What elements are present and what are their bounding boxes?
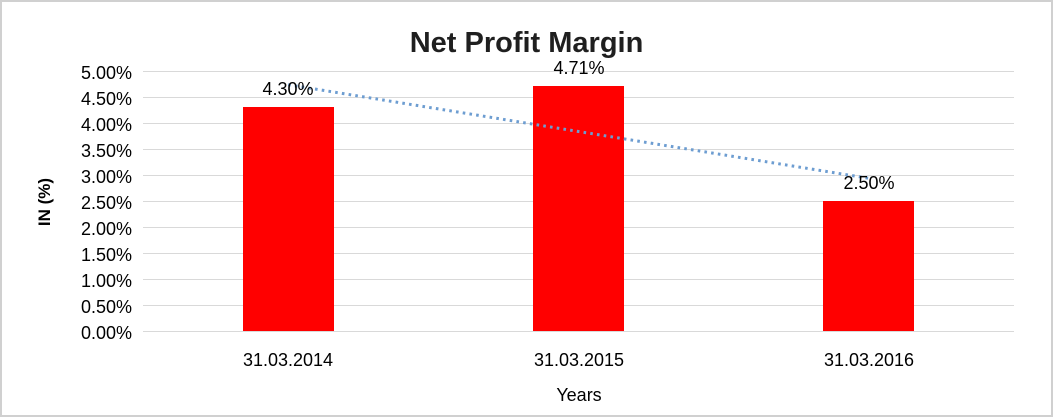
bar xyxy=(533,86,624,331)
x-axis-title: Years xyxy=(556,385,602,405)
bar xyxy=(243,107,334,331)
y-tick-label: 2.50% xyxy=(80,193,132,213)
plot-area: 4.30% 4.71% 2.50% xyxy=(143,58,1014,332)
trendline xyxy=(287,83,870,180)
bar-value-label: 4.30% xyxy=(262,79,314,99)
gridline xyxy=(143,331,1014,332)
y-tick-label: 2.00% xyxy=(80,219,132,239)
y-tick-label: 5.00% xyxy=(80,63,132,83)
y-tick-label: 0.00% xyxy=(80,323,132,343)
bar xyxy=(823,201,914,331)
x-tick-label: 31.03.2014 xyxy=(242,350,334,370)
x-tick-label: 31.03.2015 xyxy=(533,350,625,370)
x-tick-label: 31.03.2016 xyxy=(823,350,915,370)
y-tick-label: 4.50% xyxy=(80,89,132,109)
bar-value-label: 4.71% xyxy=(553,58,605,78)
trendline-line xyxy=(287,83,870,180)
chart-title: Net Profit Margin xyxy=(409,27,644,59)
y-tick-label: 1.00% xyxy=(80,271,132,291)
bar-value-label: 2.50% xyxy=(843,173,895,193)
y-tick-label: 3.50% xyxy=(80,141,132,161)
gridline xyxy=(143,71,1014,72)
y-tick-label: 4.00% xyxy=(80,115,132,135)
y-tick-label: 3.00% xyxy=(80,167,132,187)
y-tick-label: 1.50% xyxy=(80,245,132,265)
y-tick-label: 0.50% xyxy=(80,297,132,317)
